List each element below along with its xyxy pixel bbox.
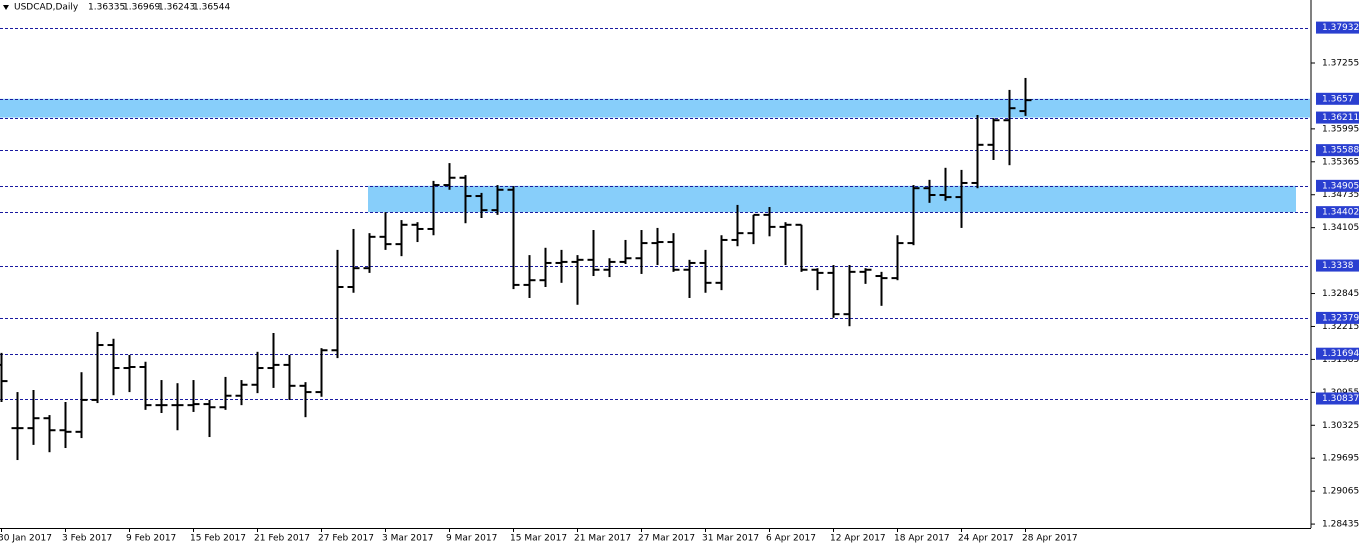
header-low: 1.36243 [158,3,195,13]
y-tick-label: 1.29065 [1322,487,1359,497]
x-tick-label: 9 Feb 2017 [126,534,176,544]
plot [0,28,1310,461]
chart-title: USDCAD,Daily [14,3,79,13]
x-tick-label: 18 Apr 2017 [894,534,950,544]
level-label-box [1316,347,1359,360]
y-tick-label: 1.37255 [1322,58,1359,68]
zone [0,98,1310,118]
zone [368,185,1296,213]
x-tick-label: 24 Apr 2017 [958,534,1014,544]
level-label: 1.34905 [1322,181,1359,191]
y-tick-label: 1.35995 [1322,124,1359,134]
x-tick-label: 3 Feb 2017 [62,534,112,544]
x-tick-label: 15 Feb 2017 [190,534,246,544]
header-close: 1.36544 [193,3,230,13]
y-tick-label: 1.32845 [1322,289,1359,299]
menu-arrow[interactable] [3,5,9,10]
level-label-box [1316,311,1359,324]
x-tick-label: 27 Feb 2017 [318,534,374,544]
x-tick-label: 28 Apr 2017 [1022,534,1078,544]
level-label: 1.3338 [1322,261,1354,271]
level-label: 1.35588 [1322,146,1359,156]
x-tick-label: 3 Mar 2017 [382,534,433,544]
y-tick-label: 1.35365 [1322,157,1359,167]
x-tick-label: 21 Mar 2017 [574,534,631,544]
level-label: 1.34402 [1322,208,1359,218]
header-high: 1.36969 [123,3,160,13]
x-tick-label: 27 Mar 2017 [638,534,695,544]
x-tick-label: 9 Mar 2017 [446,534,497,544]
x-tick-label: 15 Mar 2017 [510,534,567,544]
level-label: 1.31694 [1322,349,1359,359]
level-label-box [1316,392,1359,405]
x-tick-label: 30 Jan 2017 [0,534,52,544]
y-tick-label: 1.31585 [1322,355,1359,365]
level-label-box [1316,144,1359,157]
level-label-box [1316,92,1359,105]
x-tick-label: 12 Apr 2017 [830,534,886,544]
level-label: 1.36211 [1322,113,1359,123]
level-label: 1.32379 [1322,313,1359,323]
level-label-box [1316,179,1359,192]
y-tick-label: 1.28435 [1322,520,1359,530]
level-label-box [1316,21,1359,34]
y-tick-label: 1.29695 [1322,454,1359,464]
level-label-box [1316,111,1359,124]
y-tick-label: 1.32215 [1322,322,1359,332]
header-open: 1.36335 [88,3,125,13]
level-label: 1.37932 [1322,23,1359,33]
level-label-box [1316,259,1359,272]
level-label: 1.30837 [1322,394,1359,404]
x-tick-label: 31 Mar 2017 [702,534,759,544]
x-tick-label: 21 Feb 2017 [254,534,310,544]
y-tick-label: 1.34105 [1322,223,1359,233]
y-tick-label: 1.34735 [1322,190,1359,200]
level-label-box [1316,206,1359,219]
x-tick-label: 6 Apr 2017 [766,534,816,544]
y-tick-label: 1.30325 [1322,421,1359,431]
level-label: 1.3657 [1322,94,1354,104]
